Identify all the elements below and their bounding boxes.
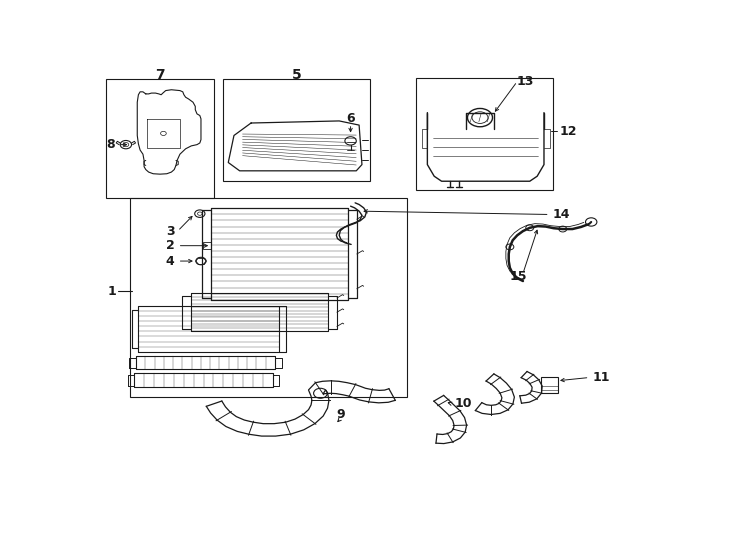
Text: 2: 2 <box>166 239 175 252</box>
Text: 8: 8 <box>106 138 115 151</box>
Text: 6: 6 <box>346 112 355 125</box>
Bar <box>203 242 211 249</box>
Text: 15: 15 <box>509 271 527 284</box>
Text: 10: 10 <box>454 397 472 410</box>
Bar <box>416 78 553 190</box>
Bar <box>131 198 407 397</box>
Text: 12: 12 <box>560 125 578 138</box>
Text: 4: 4 <box>166 254 175 267</box>
Text: 5: 5 <box>291 68 302 82</box>
Text: 3: 3 <box>166 225 175 238</box>
Text: 1: 1 <box>107 285 116 298</box>
Text: 13: 13 <box>517 75 534 88</box>
Text: 9: 9 <box>337 408 345 421</box>
Text: 11: 11 <box>592 371 610 384</box>
Bar <box>541 377 558 393</box>
Bar <box>222 79 371 181</box>
Text: 14: 14 <box>553 208 570 221</box>
Bar <box>106 79 214 198</box>
Text: 7: 7 <box>155 68 165 82</box>
